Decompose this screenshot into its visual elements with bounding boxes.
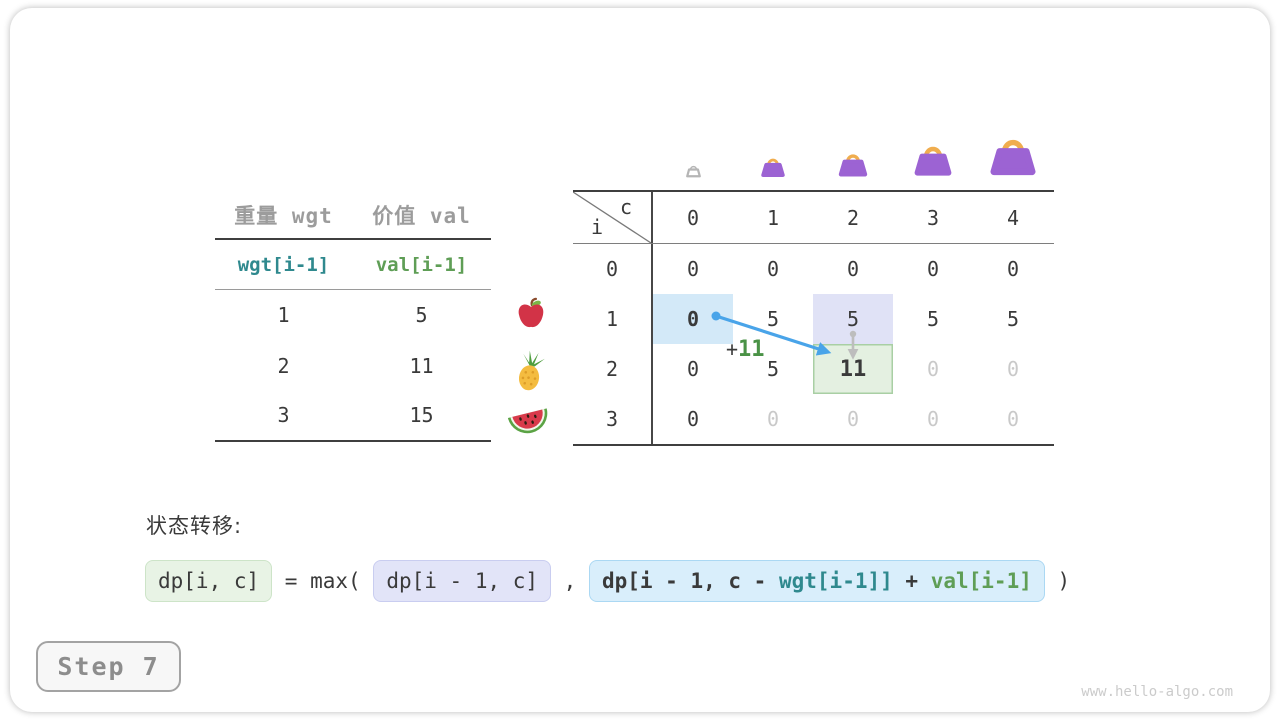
dp-row-header-1: 1 (573, 294, 653, 344)
wgt-code-cell: wgt[i-1] (237, 253, 330, 276)
dp-cell-3-1: 0 (766, 407, 780, 431)
dp-cell-3-2: 0 (846, 407, 860, 431)
formula-option1-box: dp[i - 1, c] (373, 560, 552, 602)
dp-cell-3-4: 0 (1006, 407, 1020, 431)
formula-option2-prefix: dp[i - 1, c - (601, 569, 779, 593)
dp-cell-1-2: 5 (813, 294, 893, 344)
dp-cell-0-4: 0 (1006, 257, 1020, 281)
formula-lhs-box: dp[i, c] (145, 560, 273, 602)
dp-table: c i 0 1 2 3 4 0 0 0 0 0 0 1 0 5 5 5 5 2 … (573, 190, 1054, 446)
dp-corner-cell: c i (573, 192, 653, 243)
dp-cell-1-0: 0 (653, 294, 733, 344)
dp-cell-0-2: 0 (846, 257, 860, 281)
bag-outline-icon (685, 163, 702, 183)
transition-formula: dp[i, c] = max( dp[i - 1, c] , dp[i - 1,… (145, 559, 1070, 603)
dp-row-2: 2 0 5 11 0 0 (573, 344, 1054, 394)
formula-eq-max: = max( (272, 569, 374, 593)
dp-col-header-3: 3 (926, 205, 940, 230)
row-variable-label: i (591, 215, 604, 239)
dp-col-header-0: 0 (686, 205, 700, 230)
dp-row-header-0: 0 (573, 244, 653, 294)
formula-option2-box: dp[i - 1, c - wgt[i-1]] + val[i-1] (588, 560, 1045, 602)
dp-cell-2-4: 0 (1006, 357, 1020, 381)
pineapple-icon (513, 350, 549, 396)
dp-header-row: c i 0 1 2 3 4 (573, 192, 1054, 244)
column-variable-label: c (619, 195, 632, 219)
weight-column-header: 重量 wgt (234, 204, 333, 228)
item-row-1: 1 5 (215, 290, 491, 341)
apple-icon (515, 297, 547, 335)
dp-cell-0-0: 0 (686, 257, 700, 281)
val-code-cell: val[i-1] (375, 253, 468, 276)
item-2-value: 11 (409, 353, 434, 378)
dp-cell-2-1: 5 (766, 357, 780, 381)
plus-sign: + (726, 337, 739, 361)
dp-cell-3-3: 0 (926, 407, 940, 431)
dp-cell-1-3: 5 (926, 307, 940, 331)
formula-lhs: dp[i, c] (158, 569, 260, 593)
dp-col-header-1: 1 (766, 205, 780, 230)
watermelon-icon (506, 400, 552, 444)
dp-row-3: 3 0 0 0 0 0 (573, 394, 1054, 444)
formula-option2-wgt: wgt[i-1]] (778, 569, 893, 593)
dp-col-header-4: 4 (1006, 205, 1020, 230)
item-row-2: 2 11 (215, 341, 491, 392)
formula-option2-val: val[i-1] (930, 569, 1032, 593)
dp-cell-1-4: 5 (1006, 307, 1020, 331)
formula-comma: , (551, 569, 589, 593)
item-3-weight: 3 (277, 403, 290, 428)
formula-option1: dp[i - 1, c] (386, 569, 539, 593)
dp-row-header-2: 2 (573, 344, 653, 394)
formula-close-paren: ) (1044, 569, 1071, 593)
bag-xlarge-icon (988, 133, 1038, 183)
dp-cell-2-3: 0 (926, 357, 940, 381)
dp-cell-2-0: 0 (686, 357, 700, 381)
value-column-header: 价值 val (372, 204, 471, 228)
bag-medium-icon (837, 150, 869, 183)
item-row-3: 3 15 (215, 391, 491, 442)
item-table: 重量 wgt 价值 val wgt[i-1] val[i-1] 1 5 2 11… (215, 192, 491, 442)
dp-row-0: 0 0 0 0 0 0 (573, 244, 1054, 294)
item-table-header: 重量 wgt 价值 val (215, 192, 491, 240)
dp-cell-0-1: 0 (766, 257, 780, 281)
item-1-value: 5 (415, 303, 428, 328)
bag-small-icon (760, 155, 786, 183)
formula-option2-plus: + (892, 569, 931, 593)
dp-row-header-3: 3 (573, 394, 653, 444)
item-2-weight: 2 (277, 353, 290, 378)
item-3-value: 15 (409, 403, 434, 428)
dp-cell-0-3: 0 (926, 257, 940, 281)
item-table-code-row: wgt[i-1] val[i-1] (215, 240, 491, 290)
transition-label: 状态转移: (146, 514, 243, 538)
step-badge: Step 7 (36, 641, 181, 692)
dp-row-1: 1 0 5 5 5 5 (573, 294, 1054, 344)
item-1-weight: 1 (277, 303, 290, 328)
dp-col-header-2: 2 (846, 205, 860, 230)
diagonal-divider (573, 192, 651, 243)
watermark: www.hello-algo.com (1081, 684, 1233, 700)
added-value: 11 (738, 337, 765, 362)
dp-cell-3-0: 0 (686, 407, 700, 431)
plus-value-annotation: +11 (726, 337, 765, 362)
bag-large-icon (913, 141, 953, 183)
dp-cell-2-2: 11 (813, 344, 893, 394)
